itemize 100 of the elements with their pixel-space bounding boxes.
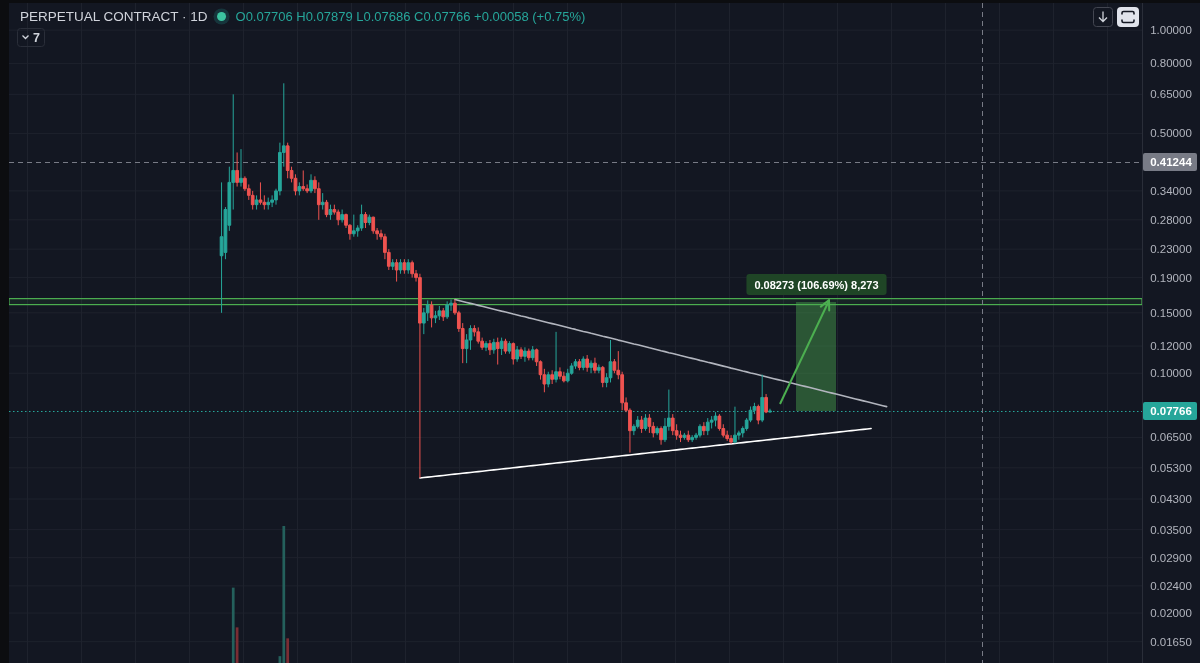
candlestick [686,430,691,443]
y-tick-label: 0.19000 [1150,271,1192,284]
candlestick [705,417,710,436]
candlestick [659,425,663,446]
candlestick [495,337,500,366]
candlestick [309,173,313,194]
candlestick [410,260,414,279]
candlestick [530,345,535,361]
candlestick [301,169,306,192]
candlestick [297,181,302,196]
y-tick-label: 0.02400 [1150,579,1192,592]
candlestick [515,345,520,363]
ref-line-label: 0.07766 [1150,404,1192,417]
annotation: 0.08273 (106.69%) 8,273 [754,278,879,291]
bar [286,638,290,663]
y-tick-label: 0.50000 [1150,127,1192,140]
candlestick [608,339,613,383]
ref-line-label: 0.41244 [1150,156,1193,169]
candlestick [239,148,243,188]
candlestick [523,346,527,363]
candlestick [729,434,733,445]
y-tick-label: 0.28000 [1150,213,1192,226]
candlestick [546,371,551,388]
candlestick [550,369,555,385]
candlestick [682,432,687,441]
candlestick [484,340,488,352]
candlestick [655,425,660,436]
candlestick [596,364,601,374]
candlestick [390,258,395,271]
candlestick [585,354,590,373]
candlestick [258,181,263,206]
candlestick [418,273,422,479]
candlestick [581,355,586,371]
candlestick [647,413,652,434]
y-tick-label: 0.06500 [1150,431,1192,444]
candlestick [367,214,372,226]
candlestick [701,421,706,436]
candlestick [328,204,333,221]
candlestick [491,338,496,355]
candlestick [445,300,450,320]
y-tick-label: 0.12000 [1150,340,1192,353]
line-series [419,427,872,479]
y-tick-label: 0.05300 [1150,461,1192,474]
candlestick [558,366,562,380]
y-tick-label: 0.01650 [1150,635,1192,648]
candlestick [488,339,492,356]
candlestick [713,411,718,427]
candlestick [600,365,605,388]
candlestick [363,211,368,229]
y-tick-label: 0.02000 [1150,607,1192,620]
candlestick [336,209,341,226]
y-tick-label: 0.34000 [1150,184,1192,197]
candlestick [394,258,399,283]
line-series [454,298,888,408]
chart-title: PERPETUAL CONTRACT · 1D [20,9,208,24]
candlestick [320,192,325,211]
y-tick-label: 1.00000 [1150,24,1192,37]
annotation: O0.07706 H0.07879 L0.07686 C0.07766 +0.00058 (+0.75%) [235,9,586,24]
candlestick [437,305,442,321]
candlestick [698,423,702,438]
candlestick [519,346,523,360]
candlestick [756,404,761,425]
candlestick [561,371,566,383]
candlestick [406,258,411,275]
y-tick-label: 0.23000 [1150,243,1192,256]
bar [282,526,286,663]
candlestick [526,348,531,361]
y-tick-label: 0.02900 [1150,551,1192,564]
candlestick [639,415,644,434]
candlestick [503,338,508,355]
bar [231,587,235,663]
candlestick [690,434,695,443]
candlestick [577,358,582,371]
candlestick [643,413,648,432]
candlestick [589,359,593,374]
candlestick [398,258,403,275]
candlestick [402,258,407,275]
candlestick [760,374,765,423]
candlestick [499,337,504,356]
candlestick [429,300,434,328]
candlestick [219,181,224,314]
candlestick [554,331,558,383]
candlestick [351,214,356,238]
candlestick [511,341,516,366]
candlestick [507,340,512,355]
candlestick [441,307,446,322]
y-tick-label: 0.03500 [1150,523,1192,536]
candlestick [266,197,271,211]
annotation: 7 [33,30,40,45]
candlestick [593,357,597,374]
candlestick [670,413,675,436]
candlestick [254,194,259,211]
candlestick [235,151,239,188]
y-tick-label: 0.65000 [1150,88,1192,101]
candlestick [764,393,768,414]
y-tick-label: 0.04300 [1150,492,1192,505]
y-tick-label: 0.10000 [1150,367,1192,380]
candlestick [433,310,438,324]
y-tick-label: 0.15000 [1150,306,1192,319]
candlestick [324,199,329,218]
